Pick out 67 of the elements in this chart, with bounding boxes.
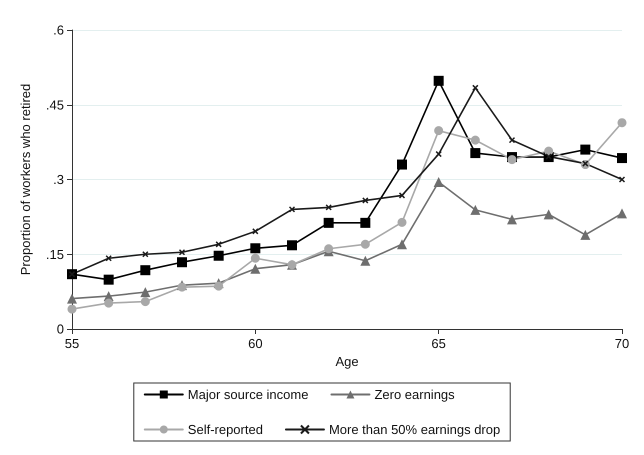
point [434, 176, 444, 187]
point [178, 282, 186, 292]
point [250, 243, 260, 254]
point [324, 218, 334, 228]
point [618, 176, 626, 183]
point [580, 144, 590, 155]
point [397, 239, 407, 250]
point [398, 192, 406, 199]
point [68, 304, 76, 314]
point [435, 150, 442, 158]
point [544, 209, 554, 220]
x-tick-label: 55 [64, 336, 80, 351]
x-tick-label: 60 [248, 336, 263, 351]
y-tick-label: .6 [53, 22, 64, 38]
x-tick-label: 65 [431, 336, 446, 351]
point [617, 153, 627, 164]
point [360, 240, 370, 249]
x-tick-label: 70 [614, 336, 630, 351]
point [140, 297, 150, 306]
point [470, 148, 480, 158]
point [360, 218, 370, 228]
point [215, 241, 222, 248]
y-tick-label: .45 [46, 97, 64, 112]
point [324, 244, 334, 254]
point [618, 118, 626, 128]
legend-label: More than 50% earnings drop [328, 422, 500, 437]
point [250, 264, 260, 274]
point [104, 274, 114, 285]
point [360, 256, 370, 266]
point [434, 76, 444, 86]
point [67, 294, 77, 304]
point [104, 298, 114, 308]
legend-label: Zero earnings [374, 387, 456, 402]
point [470, 136, 480, 145]
point [470, 204, 480, 215]
point [140, 287, 150, 298]
point [105, 254, 112, 262]
point [508, 136, 516, 144]
point [178, 249, 186, 256]
point [397, 160, 407, 170]
point [252, 228, 259, 235]
y-tick-label: .3 [53, 172, 64, 187]
point [617, 208, 627, 218]
legend-label: Self-reported [188, 422, 263, 437]
point [582, 160, 589, 167]
point [507, 214, 517, 224]
point [142, 251, 149, 258]
point [580, 230, 590, 240]
y-tick-label: .15 [46, 246, 64, 262]
point [544, 146, 554, 156]
legend-label: Major source income [188, 387, 308, 402]
point [362, 197, 369, 204]
x-axis-title: Age [335, 354, 359, 369]
point [472, 84, 479, 92]
point [287, 240, 297, 250]
point [177, 257, 187, 268]
point [250, 254, 260, 263]
point [214, 250, 224, 261]
point [434, 126, 444, 136]
point [325, 204, 332, 211]
point [214, 282, 224, 291]
point [288, 206, 296, 213]
y-tick-label: 0 [56, 322, 64, 336]
y-axis-title: Proportion of workers who retired [18, 84, 33, 276]
point [508, 155, 516, 164]
point [140, 265, 150, 276]
point [398, 218, 406, 227]
